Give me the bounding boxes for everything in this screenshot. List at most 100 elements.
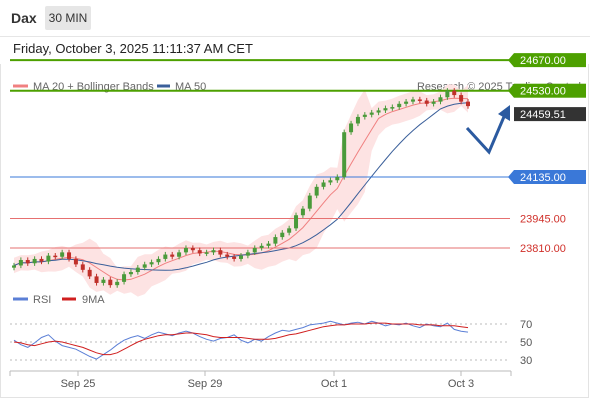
candle-body [177,252,182,257]
candle [80,261,85,273]
candle [383,105,388,113]
candle-body [252,248,257,253]
forecast-arrow [465,111,508,155]
candle-body [459,95,464,102]
candle [307,192,312,212]
rsi-tick-30: 30 [520,355,532,367]
candle [197,247,202,257]
candle [94,273,99,286]
time-tick-label: Oct 3 [448,378,474,390]
candle-body [101,279,106,283]
candle [287,225,292,236]
candle [135,265,140,275]
candle-body [314,186,319,196]
candle [12,262,16,271]
level-badge-tip [508,53,514,68]
candle [239,253,243,262]
candle [424,97,429,107]
level-badge-tip [508,170,514,184]
candle-body [452,90,457,96]
candle-body [163,254,168,259]
candle-body [369,112,374,115]
candle-body [287,228,292,233]
forecast-arrowhead-icon [498,105,510,121]
candle-body [431,101,436,104]
candle-body [204,252,209,254]
candle-body [445,90,450,98]
candle-body [53,255,58,258]
candle [273,234,278,247]
candle-body [149,262,154,265]
candle-body [183,248,188,253]
candle [438,94,443,105]
level-label-24135.00: 24135.00 [520,172,566,184]
candle [156,256,161,265]
candle [390,104,395,111]
candle [459,92,464,105]
candle [369,109,374,118]
top-bar: Dax 30 MIN [0,0,590,36]
level-badge-tip [508,83,514,98]
candle-body [170,254,175,257]
candle [108,277,113,288]
candle [342,129,347,180]
candle-body [397,103,402,108]
candle [328,177,333,186]
timeframe-button[interactable]: 30 MIN [45,6,91,30]
candle [397,101,402,110]
candle [376,107,381,116]
candle [431,99,436,107]
candle-body [87,269,92,277]
candle-body [108,279,113,286]
level-label-24530.00: 24530.00 [520,86,566,98]
candle [211,247,216,255]
level-label-23945.00: 23945.00 [520,214,566,226]
candle [218,247,223,258]
candle-body [12,265,16,268]
candle [142,261,147,271]
candle-body [280,232,285,238]
divider [0,36,590,37]
candle-body [39,258,44,262]
candle-body [197,250,202,254]
candle [73,256,78,268]
candle-body [135,267,140,273]
rsi-legend-label: RSI [33,294,51,306]
candle [53,253,58,260]
candle-body [128,272,133,275]
candle-body [410,99,415,102]
candle-body [438,97,443,102]
candle-body [115,281,120,286]
candle-body [18,260,23,266]
candle-body [259,245,264,248]
candle [67,249,72,262]
candle [410,96,415,105]
last-price-label: 24459.51 [520,109,566,121]
candle-body [218,250,223,255]
level-labels: 24670.00 24530.00 24135.00 23945.00 23810.00… [508,53,586,255]
candle-body [417,99,422,101]
candle [149,259,154,268]
candle [300,206,305,218]
candle-body [245,252,250,256]
candle-body [383,108,388,111]
candle [225,251,230,260]
timestamp: Friday, October 3, 2025 11:11:37 AM CET [13,41,253,56]
candles [12,88,470,288]
rsi-ma-legend-label: 9MA [82,294,105,306]
candle-body [211,250,216,253]
candle-body [60,252,65,257]
time-tick-label: Sep 29 [188,378,223,390]
candle-body [294,215,299,229]
rsi-tick-70: 70 [520,319,532,331]
candle-body [67,252,72,259]
candle [163,251,168,262]
candle-body [156,258,161,263]
candle [32,256,37,266]
candle [335,174,340,183]
candle [101,277,106,286]
candle-body [335,177,340,181]
candle-body [349,123,354,133]
candle-body [25,260,30,264]
